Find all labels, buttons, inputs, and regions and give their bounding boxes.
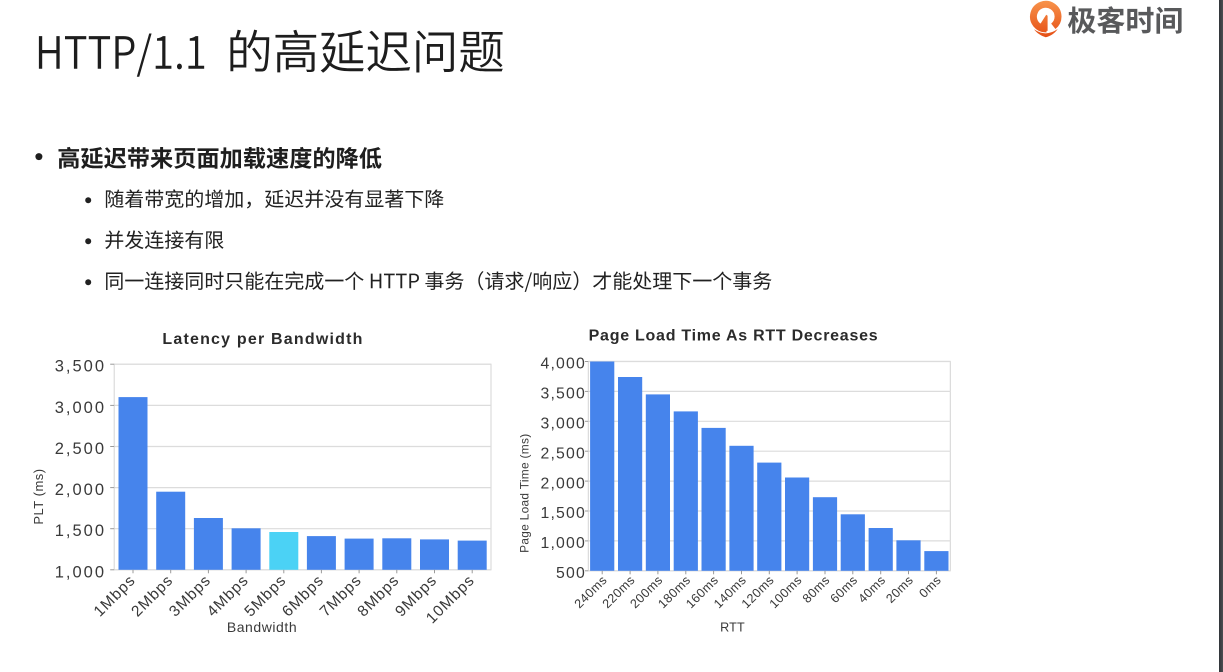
svg-text:1,000: 1,000 [540, 535, 586, 552]
svg-text:1,000: 1,000 [55, 563, 106, 581]
svg-text:2,500: 2,500 [55, 440, 106, 458]
svg-text:500: 500 [556, 565, 586, 582]
svg-text:20ms: 20ms [883, 573, 916, 606]
svg-text:80ms: 80ms [800, 573, 833, 606]
svg-text:1,500: 1,500 [55, 522, 106, 540]
svg-text:2,500: 2,500 [540, 445, 586, 462]
svg-text:Page Load Time As RTT Decrease: Page Load Time As RTT Decreases [589, 328, 879, 345]
svg-text:3,500: 3,500 [540, 386, 586, 403]
svg-text:1,500: 1,500 [540, 505, 586, 522]
svg-text:2,000: 2,000 [540, 475, 586, 492]
svg-text:RTT: RTT [720, 621, 745, 635]
svg-text:3,000: 3,000 [540, 416, 586, 433]
svg-text:4,000: 4,000 [540, 356, 586, 373]
svg-text:Bandwidth: Bandwidth [227, 619, 297, 635]
svg-text:Latency per Bandwidth: Latency per Bandwidth [162, 331, 363, 348]
svg-text:3,500: 3,500 [55, 358, 106, 376]
svg-text:0ms: 0ms [916, 573, 944, 601]
svg-text:2,000: 2,000 [55, 481, 106, 499]
svg-text:Page Load Time (ms): Page Load Time (ms) [517, 434, 531, 553]
svg-text:40ms: 40ms [856, 573, 889, 606]
svg-text:3,000: 3,000 [55, 399, 106, 417]
svg-text:PLT (ms): PLT (ms) [31, 468, 46, 524]
svg-text:60ms: 60ms [828, 573, 861, 606]
